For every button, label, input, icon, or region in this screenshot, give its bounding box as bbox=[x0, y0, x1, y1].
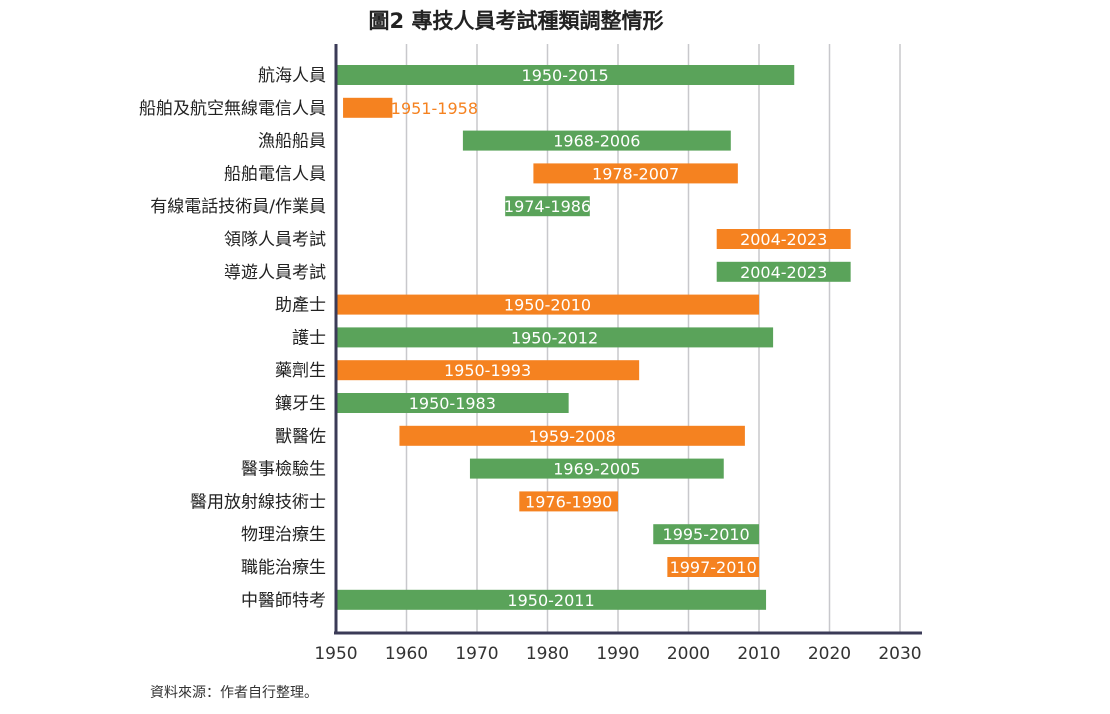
x-axis: 1950 1960 1970 1980 1990 2000 2010 2020 2030 bbox=[314, 44, 922, 664]
bar-data-label: 2004-2023 bbox=[740, 230, 827, 249]
category-label: 鑲牙生 bbox=[275, 393, 326, 414]
bar bbox=[336, 589, 767, 610]
bar bbox=[336, 294, 759, 315]
category-label: 醫事檢驗生 bbox=[241, 460, 326, 480]
bar-data-label: 1950-2012 bbox=[511, 328, 598, 347]
category-label: 醫用放射線技術士 bbox=[190, 492, 326, 512]
bar-data-label: 1995-2010 bbox=[663, 525, 750, 544]
bar bbox=[399, 425, 745, 446]
bars: 1950-2015 1951-1958 1968-2006 1978-20071974… bbox=[336, 65, 851, 610]
x-tick-label: 1950 bbox=[314, 644, 357, 664]
bar-data-label: 1950-2010 bbox=[504, 296, 591, 315]
bar bbox=[336, 360, 640, 381]
category-label: 護士 bbox=[292, 328, 326, 348]
bar bbox=[336, 65, 795, 85]
x-tick-label: 1960 bbox=[385, 644, 428, 664]
bar bbox=[653, 524, 759, 545]
category-label: 中醫師特考 bbox=[241, 591, 326, 611]
bar-data-label: 1968-2006 bbox=[553, 132, 640, 151]
bar-data-label: 1950-1993 bbox=[444, 361, 531, 380]
bar bbox=[336, 393, 569, 413]
bar bbox=[336, 327, 774, 348]
x-tick-label: 2000 bbox=[667, 644, 710, 664]
source-note: 資料來源：作者自行整理。 bbox=[150, 685, 318, 701]
bar bbox=[505, 196, 590, 217]
bar-data-label: 1950-2015 bbox=[522, 66, 609, 85]
x-tick-label: 2030 bbox=[878, 644, 921, 664]
x-tick-label: 1990 bbox=[596, 644, 639, 664]
category-label: 藥劑生 bbox=[275, 361, 326, 381]
bar-data-label: 1974-1986 bbox=[504, 197, 591, 216]
x-tick-label: 1980 bbox=[526, 644, 569, 664]
bar bbox=[462, 130, 731, 151]
x-tick-label: 2010 bbox=[737, 644, 780, 664]
category-label: 漁船船員 bbox=[258, 132, 326, 152]
bar bbox=[469, 458, 724, 479]
category-label: 船舶電信人員 bbox=[224, 164, 326, 184]
x-tick-label: 1970 bbox=[455, 644, 498, 664]
bar bbox=[519, 491, 618, 512]
category-label: 職能治療生 bbox=[241, 558, 326, 578]
x-tick-label: 2020 bbox=[808, 644, 851, 664]
bar-data-label: 1978-2007 bbox=[592, 164, 679, 183]
category-label: 助產士 bbox=[275, 296, 326, 316]
bar-data-label: 1950-2011 bbox=[507, 591, 594, 610]
category-label: 航海人員 bbox=[258, 66, 326, 86]
category-label: 物理治療生 bbox=[241, 525, 326, 545]
category-label: 領隊人員考試 bbox=[224, 230, 326, 250]
bar bbox=[716, 261, 851, 282]
bar-data-label: 1997-2010 bbox=[670, 558, 757, 577]
category-label: 有線電話技術員/作業員 bbox=[150, 197, 326, 217]
chart-title: 圖2 專技人員考試種類調整情形 bbox=[369, 9, 664, 33]
bar-data-label: 1976-1990 bbox=[525, 492, 612, 511]
category-label: 導遊人員考試 bbox=[224, 263, 326, 283]
category-labels: 航海人員船舶及航空無線電信人員漁船船員船舶電信人員有線電話技術員/作業員領隊人員… bbox=[139, 66, 326, 611]
category-label: 船舶及航空無線電信人員 bbox=[139, 99, 326, 119]
bar bbox=[343, 97, 393, 118]
bar bbox=[533, 163, 738, 184]
bar bbox=[716, 229, 851, 249]
bar-data-label: 1951-1958 bbox=[391, 99, 478, 118]
bar-data-label: 1969-2005 bbox=[553, 460, 640, 479]
bar-data-label: 1959-2008 bbox=[529, 427, 616, 446]
bar-data-label: 2004-2023 bbox=[740, 263, 827, 282]
bar-data-label: 1950-1983 bbox=[409, 394, 496, 413]
bar bbox=[667, 557, 759, 577]
category-label: 獸醫佐 bbox=[275, 427, 326, 447]
